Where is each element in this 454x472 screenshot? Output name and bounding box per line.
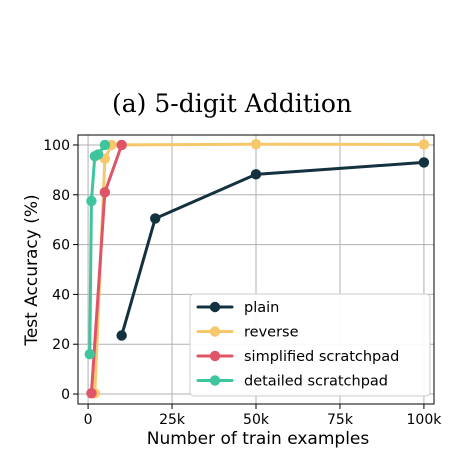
- y-axis-label: Test Accuracy (%): [22, 194, 42, 346]
- legend-item-simplified-scratchpad: simplified scratchpad: [196, 349, 399, 365]
- series-simplified-scratchpad: [86, 139, 127, 399]
- x-axis-ticks: 0 25k 50k 75k 100k: [84, 404, 443, 428]
- data-point-simplified-scratchpad: [99, 187, 111, 198]
- data-point-plain: [250, 169, 262, 180]
- legend-swatch-marker: [209, 375, 221, 386]
- y-tick-label: 80: [52, 188, 70, 204]
- legend-label: detailed scratchpad: [244, 374, 388, 390]
- chart-title: (a) 5-digit Addition: [112, 89, 352, 118]
- data-point-detailed-scratchpad: [84, 348, 95, 360]
- data-point-simplified-scratchpad: [116, 139, 127, 151]
- legend-label: simplified scratchpad: [244, 349, 399, 365]
- series-plain: [116, 157, 430, 341]
- legend-swatch-marker: [209, 350, 221, 362]
- legend-box: [189, 293, 431, 397]
- data-point-detailed-scratchpad: [86, 195, 97, 207]
- data-point-reverse: [418, 139, 430, 150]
- y-tick-label: 0: [61, 387, 70, 403]
- legend-items: plain reverse simplified scratchpad detaile…: [196, 300, 399, 390]
- y-tick-label: 20: [52, 337, 70, 353]
- legend-swatch-marker: [209, 301, 221, 313]
- x-tick-label: 75k: [327, 412, 354, 428]
- y-axis-ticks: 0 20 40 60 80 100: [43, 138, 78, 403]
- legend-swatch-marker: [209, 326, 221, 337]
- data-point-simplified-scratchpad: [86, 388, 97, 399]
- y-tick-label: 40: [52, 287, 70, 303]
- series-line-plain: [120, 160, 426, 338]
- x-axis-label: Number of train examples: [147, 429, 370, 449]
- x-tick-label: 100k: [407, 412, 443, 428]
- series-detailed-scratchpad: [84, 139, 111, 360]
- data-point-plain: [150, 213, 161, 224]
- legend-item-detailed-scratchpad: detailed scratchpad: [196, 374, 388, 390]
- legend: plain reverse simplified scratchpad detaile…: [189, 293, 431, 397]
- data-point-reverse: [250, 139, 262, 150]
- x-tick-label: 25k: [159, 412, 186, 428]
- plot-area: 0 25k 50k 75k 100k 0 20 40 60 80 100: [43, 134, 443, 428]
- legend-label: reverse: [244, 325, 299, 341]
- legend-item-reverse: reverse: [196, 325, 299, 341]
- data-point-detailed-scratchpad: [92, 149, 104, 160]
- x-tick-label: 0: [84, 412, 93, 428]
- data-point-detailed-scratchpad: [99, 139, 111, 151]
- y-tick-label: 100: [43, 138, 70, 154]
- x-tick-label: 50k: [243, 412, 270, 428]
- legend-label: plain: [244, 300, 279, 316]
- legend-item-plain: plain: [196, 300, 279, 316]
- y-tick-label: 60: [52, 238, 70, 254]
- data-point-plain: [116, 330, 127, 341]
- data-point-plain: [418, 157, 430, 168]
- series-layer: [84, 139, 430, 399]
